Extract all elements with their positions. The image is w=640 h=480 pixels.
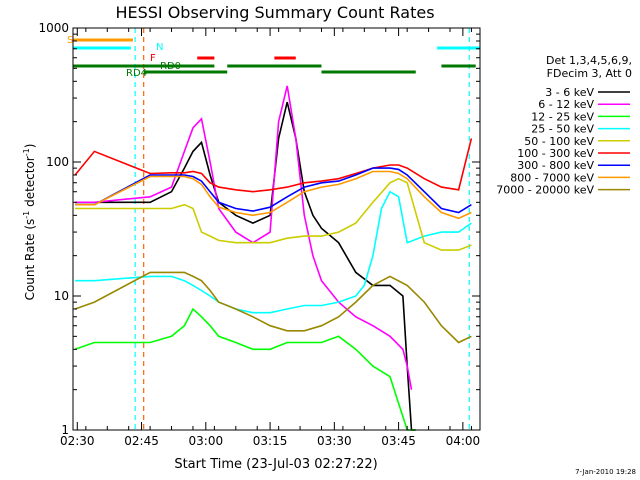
legend-label: 3 - 6 keV <box>545 86 594 99</box>
footer-date: 7-Jan-2010 19:28 <box>575 468 636 476</box>
series-line <box>74 271 472 344</box>
segment-label: S <box>67 35 73 46</box>
plot-background <box>73 28 480 430</box>
legend: Det 1,3,4,5,6,9, FDecim 3, Att 0 3 - 6 k… <box>496 54 632 197</box>
y-tick-label: 1000 <box>38 21 69 35</box>
series-line <box>75 85 413 390</box>
series-line <box>75 190 472 314</box>
x-tick-label: 03:45 <box>381 434 416 448</box>
legend-label: 50 - 100 keV <box>524 135 594 148</box>
x-tick-label: 02:45 <box>124 434 159 448</box>
x-tick-label: 04:00 <box>446 434 481 448</box>
series-line <box>75 170 472 220</box>
segment-label: RD4 <box>126 68 147 79</box>
legend-header-2: FDecim 3, Att 0 <box>547 67 632 80</box>
legend-header-1: Det 1,3,4,5,6,9, <box>546 54 632 67</box>
y-tick-label: 10 <box>54 289 69 303</box>
axes: 1 10 100 1000 02:30 02:45 03:00 03:15 03:30 03:45… <box>38 21 481 448</box>
series-line <box>75 101 416 431</box>
legend-label: 25 - 50 keV <box>531 123 594 136</box>
plot-area <box>73 28 480 430</box>
x-tick-label: 02:30 <box>60 434 95 448</box>
series-lines <box>74 85 473 431</box>
legend-label: 800 - 7000 keV <box>510 171 594 184</box>
legend-label: 7000 - 20000 keV <box>496 184 594 197</box>
series-line <box>75 177 472 251</box>
segment-label: N <box>156 42 163 53</box>
y-tick-label: 100 <box>46 155 69 169</box>
x-axis-label: Start Time (23-Jul-03 02:27:22) <box>174 457 377 472</box>
series-line <box>75 167 472 214</box>
series-line <box>74 307 416 431</box>
y-tick-label: 1 <box>61 423 69 437</box>
chart-title: HESSI Observing Summary Count Rates <box>115 3 434 22</box>
y-axis-label: Count Rate (s-1 detector-1) <box>22 144 37 301</box>
legend-label: 6 - 12 keV <box>538 98 594 111</box>
segment-label: RD0 <box>160 61 181 72</box>
x-tick-label: 03:15 <box>253 434 288 448</box>
x-tick-label: 03:30 <box>317 434 352 448</box>
segment-label: F <box>150 53 156 64</box>
series-line <box>74 138 473 193</box>
legend-label: 12 - 25 keV <box>531 110 594 123</box>
plot-frame <box>72 27 481 431</box>
x-tick-label: 03:00 <box>189 434 224 448</box>
legend-label: 300 - 800 keV <box>517 159 594 172</box>
legend-label: 100 - 300 keV <box>517 147 594 160</box>
observing-segments: S NF RD0 RD4 <box>67 35 480 79</box>
